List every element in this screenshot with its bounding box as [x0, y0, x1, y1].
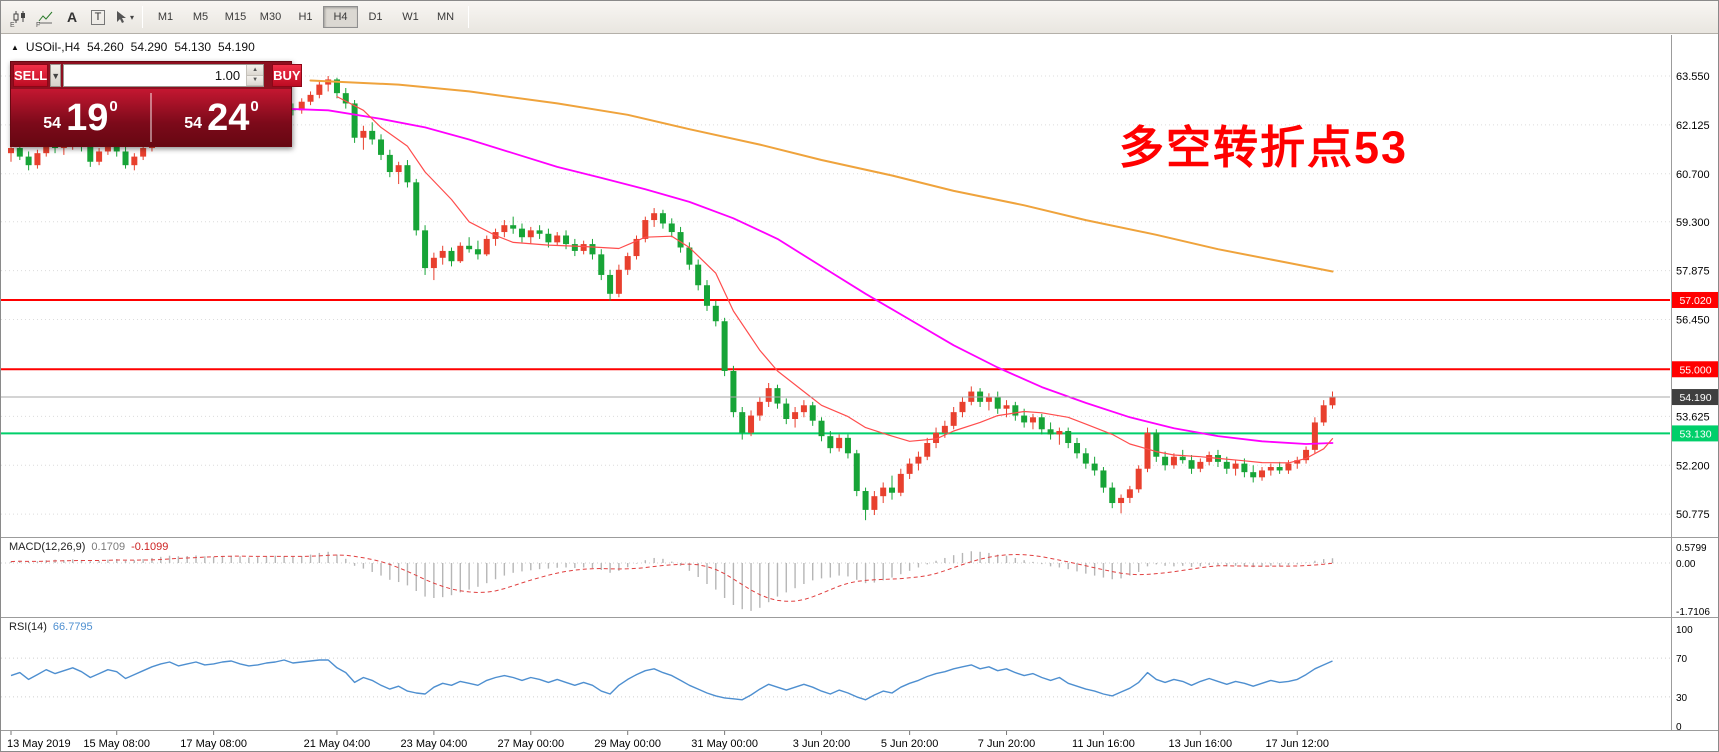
sell-price-sup: 0 — [109, 98, 118, 115]
toolbar-separator — [142, 6, 143, 28]
macd-name: MACD(12,26,9) — [9, 541, 86, 553]
svg-text:0.5799: 0.5799 — [1676, 543, 1707, 554]
icon-sublabel-f: F — [36, 22, 41, 29]
svg-text:5 Jun 20:00: 5 Jun 20:00 — [881, 738, 939, 750]
svg-text:21 May 04:00: 21 May 04:00 — [304, 738, 371, 750]
volume-spinner: ▲ ▼ — [246, 65, 264, 86]
symbol-name: USOil-,H4 — [25, 40, 80, 54]
timeframe-button-m1[interactable]: M1 — [148, 6, 183, 28]
chart-type-button[interactable]: E — [7, 5, 33, 29]
volume-input[interactable] — [64, 65, 247, 86]
svg-text:57.020: 57.020 — [1679, 295, 1711, 307]
svg-text:7 Jun 20:00: 7 Jun 20:00 — [978, 738, 1036, 750]
macd-signal-value: -0.1099 — [131, 541, 169, 553]
price-divider — [150, 93, 152, 142]
svg-text:62.125: 62.125 — [1676, 120, 1710, 132]
ohlc-low: 54.130 — [174, 40, 212, 54]
ohlc-open: 54.260 — [86, 40, 124, 54]
svg-text:3 Jun 20:00: 3 Jun 20:00 — [793, 738, 851, 750]
toolbar: E F A T ▾ M1 M5 M15 M30 H1 H4 D1 W1 MN — [1, 1, 1718, 34]
timeframe-button-mn[interactable]: MN — [428, 6, 463, 28]
svg-text:53.130: 53.130 — [1679, 428, 1711, 440]
svg-text:13 May 2019: 13 May 2019 — [7, 738, 71, 750]
icon-sublabel-e: E — [10, 22, 15, 29]
svg-text:15 May 08:00: 15 May 08:00 — [83, 738, 150, 750]
buy-price-base: 54 — [184, 114, 203, 132]
triangle-icon: ▲ — [11, 42, 19, 52]
toolbar-separator — [468, 6, 469, 28]
svg-text:17 Jun 12:00: 17 Jun 12:00 — [1265, 738, 1329, 750]
chevron-down-icon: ▾ — [129, 12, 134, 22]
timeframe-button-h1[interactable]: H1 — [288, 6, 323, 28]
svg-text:63.550: 63.550 — [1676, 71, 1710, 83]
cursor-arrow-icon — [116, 11, 126, 23]
macd-label: MACD(12,26,9) 0.1709 -0.1099 — [9, 541, 168, 553]
text-label-button[interactable]: T — [85, 5, 111, 29]
svg-text:55.000: 55.000 — [1679, 364, 1711, 376]
timeframe-button-m30[interactable]: M30 — [253, 6, 288, 28]
ohlc-close: 54.190 — [218, 40, 255, 54]
svg-text:31 May 00:00: 31 May 00:00 — [691, 738, 758, 750]
svg-text:56.450: 56.450 — [1676, 315, 1710, 327]
buy-price-sup: 0 — [250, 98, 259, 115]
timeframe-group: M1 M5 M15 M30 H1 H4 D1 W1 MN — [148, 6, 463, 28]
svg-text:50.775: 50.775 — [1676, 509, 1710, 521]
svg-text:0.00: 0.00 — [1676, 559, 1696, 570]
svg-text:30: 30 — [1676, 693, 1688, 704]
volume-increase-button[interactable]: ▲ — [247, 65, 264, 76]
svg-text:70: 70 — [1676, 654, 1688, 665]
buy-button[interactable]: BUY — [272, 64, 302, 87]
macd-main-value: 0.1709 — [91, 541, 126, 553]
svg-text:52.200: 52.200 — [1676, 460, 1710, 472]
volume-dropdown-button[interactable]: ▼ — [50, 64, 62, 87]
buy-price-big: 24 — [207, 96, 250, 139]
svg-text:-1.7106: -1.7106 — [1676, 607, 1710, 618]
svg-text:57.875: 57.875 — [1676, 266, 1710, 278]
sell-price-display[interactable]: 54 19 0 — [11, 89, 150, 146]
chevron-down-icon: ▼ — [51, 70, 61, 81]
one-click-trading-panel: SELL ▼ ▲ ▼ BUY 54 19 0 54 24 — [10, 61, 302, 147]
candlestick-chart-icon — [13, 10, 25, 23]
sell-button[interactable]: SELL — [13, 64, 49, 87]
svg-text:100: 100 — [1676, 625, 1693, 636]
timeframe-button-m15[interactable]: M15 — [218, 6, 253, 28]
svg-text:53.625: 53.625 — [1676, 411, 1710, 423]
rsi-name: RSI(14) — [9, 621, 47, 633]
svg-text:59.300: 59.300 — [1676, 217, 1710, 229]
svg-text:23 May 04:00: 23 May 04:00 — [401, 738, 468, 750]
rsi-value: 66.7795 — [52, 621, 93, 633]
sell-price-big: 19 — [66, 96, 109, 139]
drawing-tools-button[interactable]: ▾ — [111, 5, 137, 29]
indicator-lines-icon — [38, 11, 53, 23]
font-button-label: A — [66, 9, 78, 25]
svg-text:29 May 00:00: 29 May 00:00 — [594, 738, 661, 750]
svg-text:17 May 08:00: 17 May 08:00 — [180, 738, 247, 750]
buy-price-display[interactable]: 54 24 0 — [152, 89, 291, 146]
svg-text:11 Jun 16:00: 11 Jun 16:00 — [1072, 738, 1135, 750]
annotation-text: 多空转折点53 — [1119, 122, 1409, 173]
font-button[interactable]: A — [59, 5, 85, 29]
svg-text:13 Jun 16:00: 13 Jun 16:00 — [1169, 738, 1233, 750]
svg-text:0: 0 — [1676, 722, 1682, 733]
timeframe-button-d1[interactable]: D1 — [358, 6, 393, 28]
timeframe-button-h4[interactable]: H4 — [323, 6, 358, 28]
trade-prices-row: 54 19 0 54 24 0 — [11, 89, 291, 146]
text-label-button-label: T — [90, 9, 106, 25]
svg-text:60.700: 60.700 — [1676, 169, 1710, 181]
timeframe-button-m5[interactable]: M5 — [183, 6, 218, 28]
ohlc-high: 54.290 — [130, 40, 168, 54]
volume-decrease-button[interactable]: ▼ — [247, 75, 264, 86]
symbol-info: ▲ USOil-,H4 54.260 54.290 54.130 54.190 — [11, 40, 255, 54]
timeframe-button-w1[interactable]: W1 — [393, 6, 428, 28]
volume-field: ▲ ▼ — [63, 64, 265, 87]
rsi-label: RSI(14) 66.7795 — [9, 621, 93, 633]
trade-controls-row: SELL ▼ ▲ ▼ BUY — [11, 62, 302, 89]
sell-price-base: 54 — [43, 114, 62, 132]
svg-text:54.190: 54.190 — [1679, 392, 1711, 404]
indicators-button[interactable]: F — [33, 5, 59, 29]
svg-text:27 May 00:00: 27 May 00:00 — [497, 738, 564, 750]
